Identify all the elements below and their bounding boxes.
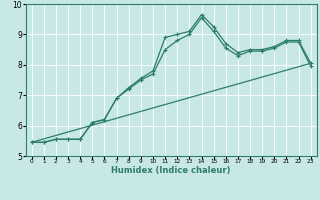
X-axis label: Humidex (Indice chaleur): Humidex (Indice chaleur) — [111, 166, 231, 175]
